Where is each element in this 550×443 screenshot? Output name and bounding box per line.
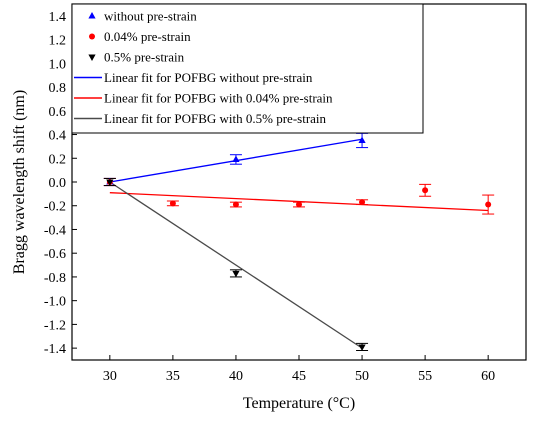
legend-box [71,3,424,134]
data-point [232,201,239,208]
x-tick-label: 30 [103,369,117,384]
y-tick-label: 0.0 [49,176,67,191]
y-tick-label: -1.0 [44,295,66,310]
legend-label: Linear fit for POFBG with 0.04% pre-stra… [104,91,333,106]
data-point [169,200,176,207]
y-tick-label: 1.0 [49,57,67,72]
data-point [422,187,429,194]
legend-symbol [89,33,95,40]
x-axis-title: Temperature (°C) [243,395,355,412]
data-markers [106,136,492,351]
x-tick-label: 55 [418,369,432,384]
y-tick-label: -0.4 [44,223,66,238]
data-point [359,199,366,206]
y-tick-label: -0.2 [44,200,66,215]
data-point [232,155,240,162]
x-tick-label: 60 [481,369,495,384]
axis-ticks: 30 35 40 45 50 55 60 -1.4 -1.2 -1.0 -0.8 -0.6 -0.4 -0… [44,10,495,384]
y-tick-label: 0.2 [49,152,67,167]
data-point [485,201,492,208]
legend-label: without pre-strain [104,9,197,24]
data-point [106,179,114,186]
data-point [358,344,366,351]
fit-lines [109,138,489,349]
y-tick-label: -0.8 [44,271,66,286]
y-tick-label: 0.4 [49,129,67,144]
y-tick-label: 1.2 [49,34,67,49]
x-tick-label: 35 [166,369,180,384]
y-tick-label: 1.4 [49,10,67,25]
data-point [232,270,240,278]
x-tick-label: 50 [355,369,369,384]
x-tick-label: 45 [292,369,306,384]
y-tick-label: -1.2 [44,318,66,333]
x-tick-label: 40 [229,369,243,384]
y-tick-label: 0.6 [49,105,67,120]
fit-line [109,181,363,349]
legend-symbol [88,54,96,61]
legend-label: 0.5% pre-strain [104,50,185,65]
y-tick-label: 0.8 [49,81,67,96]
error-bars [103,132,495,352]
legend-symbol [88,12,96,19]
data-point [296,201,302,208]
legend: without pre-strain 0.04% pre-strain 0.5% p… [71,3,424,134]
y-tick-label: -0.6 [44,247,66,262]
y-axis-title: Bragg wavelength shift (nm) [11,90,28,274]
legend-label: Linear fit for POFBG with 0.5% pre-strai… [104,111,327,126]
data-point [358,136,366,143]
legend-label: Linear fit for POFBG without pre-strain [104,70,313,85]
legend-label: 0.04% pre-strain [104,29,191,44]
y-tick-label: -1.4 [44,342,66,357]
